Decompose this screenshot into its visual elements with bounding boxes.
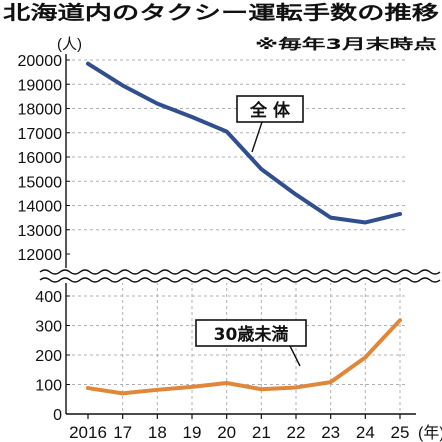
y-tick-label: 200 <box>35 348 62 365</box>
y-tick-label: 15000 <box>18 174 63 191</box>
x-tick-label: 24 <box>356 423 375 442</box>
x-tick-label: 17 <box>113 423 132 442</box>
x-tick-label: 23 <box>321 423 340 442</box>
y-tick-label: 300 <box>35 319 62 336</box>
series-label: 全 体 <box>249 100 291 121</box>
y-tick-label: 17000 <box>18 126 63 143</box>
x-tick-labels: 2016 17 18 19 20 21 22 23 24 25 <box>69 423 409 442</box>
series-label-box <box>236 95 304 123</box>
y-tick-label: 14000 <box>18 199 63 216</box>
series-label-leader <box>289 345 301 367</box>
y-tick-label: 19000 <box>18 77 63 94</box>
y-tick-label: 16000 <box>18 150 63 167</box>
y-tick-label: 20000 <box>18 53 63 70</box>
y-tick-label: 18000 <box>18 102 63 119</box>
series-label-box <box>195 319 307 347</box>
series-labels: 全 体 30歳未満 <box>195 95 307 367</box>
x-tick-label: 19 <box>183 423 202 442</box>
x-tick-label: 25 <box>391 423 410 442</box>
series-label-leader <box>251 121 263 153</box>
y-tick-labels: 12000 13000 14000 15000 16000 17000 18000 19000… <box>18 53 63 424</box>
chart-title: 北海道内のタクシー運転手数の推移 <box>3 1 439 24</box>
y-tick-label: 0 <box>53 407 62 424</box>
axis-break-line <box>39 277 441 283</box>
x-tick-label: 20 <box>217 423 236 442</box>
x-tick-label: 2016 <box>69 423 107 442</box>
series-label: 30歳未満 <box>214 324 289 345</box>
y-tick-label: 400 <box>35 289 62 306</box>
chart-note: ※毎年3月末時点 <box>255 36 437 53</box>
x-tick-label: 18 <box>148 423 167 442</box>
series-line-upper <box>86 61 402 225</box>
axis-break-mark <box>39 269 442 283</box>
series-line-lower <box>86 318 402 396</box>
y-tick-label: 100 <box>35 378 62 395</box>
axes <box>65 54 416 419</box>
x-tick-label: 21 <box>252 423 271 442</box>
x-axis-unit-label: (年) <box>418 424 442 442</box>
x-tick-label: 22 <box>287 423 306 442</box>
series-lines <box>86 61 402 396</box>
y-tick-label: 13000 <box>18 223 63 240</box>
y-tick-label: 12000 <box>18 247 63 264</box>
axis-break-line <box>39 269 441 275</box>
y-axis-unit-label: (人) <box>57 36 82 53</box>
